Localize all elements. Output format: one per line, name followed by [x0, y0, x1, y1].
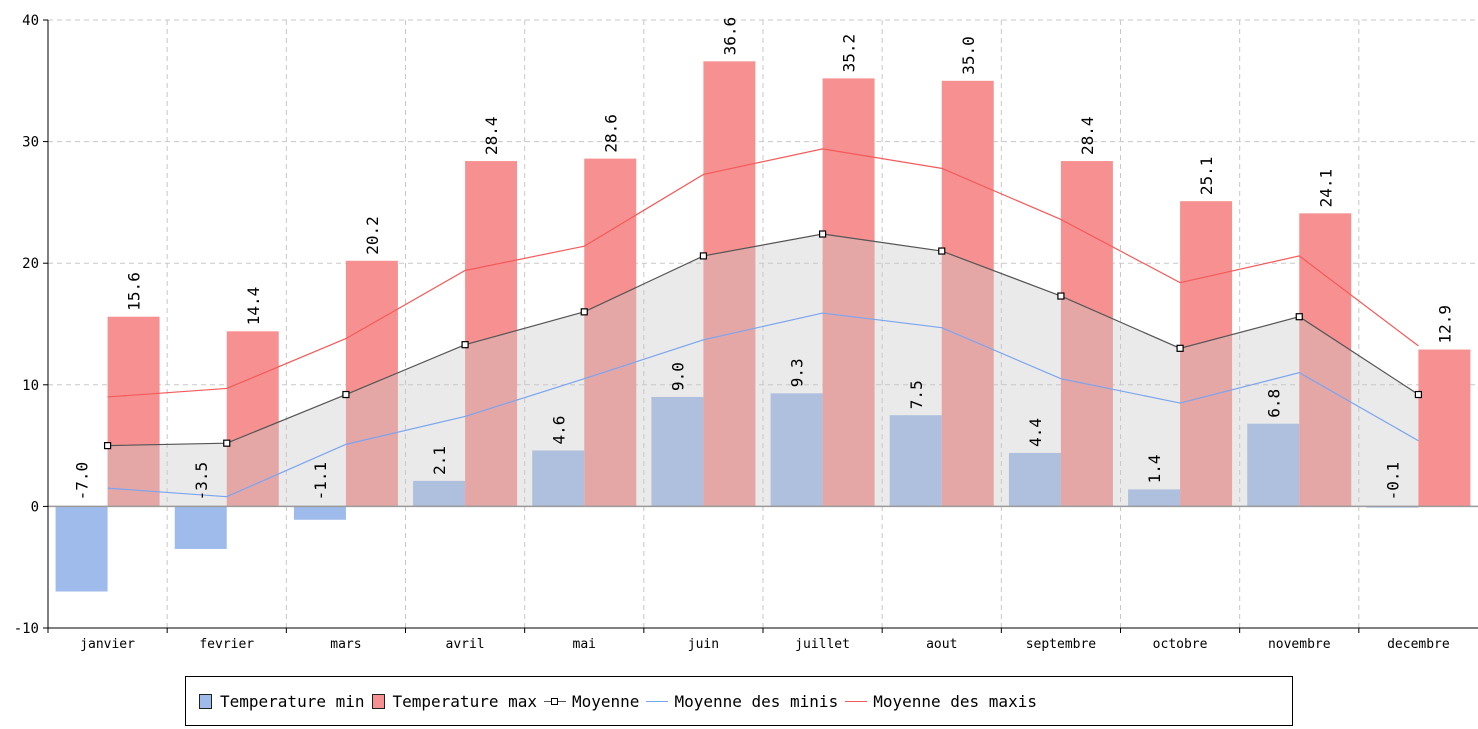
- x-tick-label-aout: aout: [926, 637, 957, 652]
- x-tick-label-avril: avril: [446, 637, 485, 652]
- bar-temperature-min-mars: [293, 506, 346, 520]
- bar-temperature-min-octobre: [1128, 489, 1181, 507]
- legend-item-moyenne: Moyenne: [544, 692, 639, 711]
- data-label-temperature-max-mars: 20.2: [363, 216, 382, 255]
- data-label-temperature-min-septembre: 4.4: [1026, 418, 1045, 447]
- chart-legend: Temperature min Temperature max Moyenne …: [185, 676, 1293, 726]
- data-label-temperature-max-decembre: 12.9: [1435, 305, 1454, 344]
- marker-moyenne-mars: [342, 390, 350, 399]
- legend-swatch-moyenne: [544, 693, 566, 709]
- chart-plot: 40 30 20 10 0 -10 -7.0 -3.5 -1.1 2.1 4.6 9.0 9.3 7.5 4…: [14, 13, 1478, 652]
- marker-moyenne-decembre: [1414, 390, 1423, 399]
- bar-temperature-min-janvier: [55, 506, 108, 592]
- marker-moyenne-juillet: [818, 230, 827, 238]
- legend-swatch-moyenne-des-maxis: [845, 693, 868, 709]
- data-label-temperature-min-mars: -1.1: [311, 462, 330, 501]
- x-tick-label-janvier: janvier: [80, 637, 135, 652]
- y-tick-label: 40: [22, 13, 39, 29]
- bar-temperature-max-avril: [465, 161, 518, 507]
- bar-temperature-max-janvier: [107, 316, 160, 507]
- data-label-temperature-max-juin: 36.6: [720, 17, 739, 56]
- marker-moyenne-juin: [699, 252, 708, 260]
- data-label-temperature-min-juillet: 9.3: [788, 358, 807, 387]
- legend-item-temperature-min: Temperature min: [199, 692, 365, 711]
- legend-swatch-moyenne-des-minis: [646, 693, 669, 709]
- data-label-temperature-max-novembre: 24.1: [1316, 169, 1335, 208]
- legend-item-moyenne-des-minis: Moyenne des minis: [646, 692, 838, 711]
- data-label-temperature-max-juillet: 35.2: [840, 34, 859, 73]
- y-tick-label: 10: [22, 378, 39, 394]
- bar-temperature-max-juin: [703, 61, 756, 507]
- bar-temperature-min-avril: [413, 480, 466, 507]
- legend-item-temperature-max: Temperature max: [371, 691, 538, 711]
- marker-moyenne-avril: [461, 341, 469, 349]
- bar-temperature-min-juillet: [770, 393, 823, 507]
- data-label-temperature-min-mai: 4.6: [549, 416, 568, 445]
- marker-moyenne-janvier: [103, 442, 112, 450]
- x-tick-label-septembre: septembre: [1026, 637, 1097, 652]
- y-tick-label: 0: [31, 499, 39, 515]
- bar-temperature-max-aout: [941, 80, 994, 507]
- bar-temperature-max-decembre: [1418, 349, 1471, 507]
- data-label-temperature-max-septembre: 28.4: [1078, 117, 1097, 156]
- marker-moyenne-novembre: [1295, 313, 1303, 321]
- legend-label-moyenne: Moyenne: [572, 691, 640, 711]
- x-tick-label-juin: juin: [688, 637, 719, 652]
- data-label-temperature-min-juin: 9.0: [668, 362, 687, 391]
- line-moyenne-des-maxis: [107, 148, 1419, 398]
- data-label-temperature-min-octobre: 1.4: [1145, 454, 1164, 483]
- x-tick-label-mars: mars: [330, 637, 361, 652]
- area-moyenne: [107, 234, 1419, 507]
- legend-swatch-temperature-min: [199, 693, 212, 709]
- line-moyenne: [107, 233, 1419, 447]
- x-tick-label-fevrier: fevrier: [199, 637, 254, 652]
- data-label-temperature-max-octobre: 25.1: [1197, 157, 1216, 196]
- legend-label-moyenne-des-minis: Moyenne des minis: [674, 691, 839, 711]
- data-label-temperature-max-avril: 28.4: [482, 117, 501, 156]
- marker-moyenne-mai: [580, 308, 588, 316]
- bar-temperature-min-mai: [532, 450, 585, 507]
- data-label-temperature-min-aout: 7.5: [907, 380, 926, 409]
- bar-temperature-min-aout: [889, 415, 942, 507]
- bar-temperature-min-novembre: [1247, 423, 1300, 507]
- x-tick-label-mai: mai: [573, 637, 596, 652]
- line-moyenne-des-minis: [107, 312, 1419, 498]
- legend-label-moyenne-des-maxis: Moyenne des maxis: [873, 691, 1037, 711]
- data-label-temperature-max-fevrier: 14.4: [244, 287, 263, 326]
- data-label-temperature-min-avril: 2.1: [430, 446, 449, 475]
- legend-item-moyenne-des-maxis: Moyenne des maxis: [845, 692, 1037, 711]
- marker-moyenne-septembre: [1057, 292, 1065, 300]
- data-label-temperature-min-janvier: -7.0: [73, 462, 92, 501]
- x-tick-label-decembre: decembre: [1387, 637, 1450, 652]
- bar-temperature-min-fevrier: [174, 506, 227, 549]
- bar-temperature-min-juin: [651, 396, 704, 507]
- y-tick-label: 20: [22, 256, 39, 272]
- x-tick-label-novembre: novembre: [1268, 637, 1331, 652]
- y-tick-label: -10: [14, 621, 39, 637]
- legend-swatch-temperature-max: [371, 693, 385, 709]
- data-label-temperature-min-fevrier: -3.5: [192, 462, 211, 501]
- x-tick-label-juillet: juillet: [795, 637, 850, 652]
- x-tick-label-octobre: octobre: [1153, 637, 1208, 652]
- data-label-temperature-max-janvier: 15.6: [125, 272, 144, 311]
- marker-moyenne-fevrier: [223, 439, 231, 447]
- bar-temperature-max-octobre: [1180, 201, 1233, 507]
- legend-label-temperature-min: Temperature min: [220, 691, 365, 711]
- data-label-temperature-max-mai: 28.6: [601, 114, 620, 153]
- bar-temperature-max-mai: [584, 158, 637, 507]
- data-label-temperature-min-decembre: -0.1: [1383, 462, 1402, 501]
- bar-temperature-max-septembre: [1060, 161, 1113, 507]
- bar-temperature-min-septembre: [1008, 452, 1061, 507]
- marker-moyenne-aout: [938, 247, 946, 255]
- y-tick-label: 30: [22, 135, 39, 151]
- data-label-temperature-max-aout: 35.0: [959, 36, 978, 75]
- marker-moyenne-octobre: [1176, 344, 1184, 352]
- data-label-temperature-min-novembre: 6.8: [1264, 389, 1283, 418]
- legend-label-temperature-max: Temperature max: [392, 691, 538, 711]
